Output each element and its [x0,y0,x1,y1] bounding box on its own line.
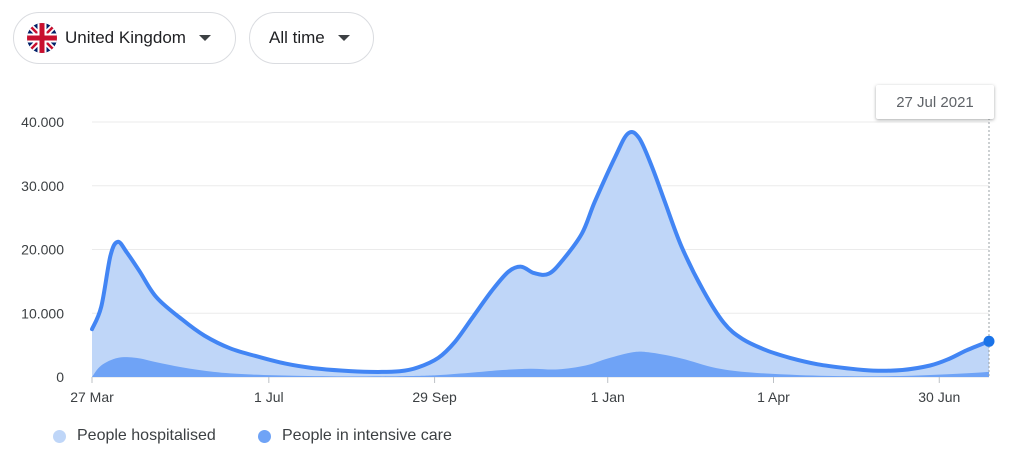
series-area-hospitalised [92,131,989,377]
date-tooltip: 27 Jul 2021 [876,85,994,119]
y-tick-label: 10.000 [21,305,64,321]
legend-label-intensive-care: People in intensive care [282,427,452,444]
country-selector[interactable]: United Kingdom [13,12,236,64]
legend-item-hospitalised[interactable]: People hospitalised [53,427,216,445]
x-tick-label: 29 Sep [412,389,457,405]
x-tick-label: 1 Jul [254,389,284,405]
legend-label-hospitalised: People hospitalised [77,427,216,444]
legend-dot-intensive-care [258,429,271,443]
x-tick-label: 1 Apr [757,389,790,405]
caret-down-icon [337,35,350,41]
caret-down-icon [198,35,211,41]
x-tick-label: 1 Jan [591,389,625,405]
uk-flag-icon [27,23,57,53]
hospitalisation-chart: 0 10.000 20.000 30.000 40.000 27 Mar 1 Jul 29 S… [21,114,995,405]
y-tick-label: 40.000 [21,114,64,130]
series-area-intensive-care [92,351,989,377]
y-tick-label: 0 [56,369,64,385]
hover-point-marker[interactable] [983,335,995,347]
country-label: United Kingdom [65,28,186,47]
tooltip-date: 27 Jul 2021 [896,93,974,111]
x-tick-label: 30 Jun [918,389,960,405]
legend-dot-hospitalised [53,429,66,443]
y-tick-label: 20.000 [21,242,64,258]
time-range-selector[interactable]: All time [249,12,374,64]
time-range-label: All time [269,28,325,47]
x-tick-label: 27 Mar [70,389,114,405]
legend-item-intensive-care[interactable]: People in intensive care [258,427,452,445]
series-line-hospitalised [90,130,991,374]
y-tick-label: 30.000 [21,178,64,194]
